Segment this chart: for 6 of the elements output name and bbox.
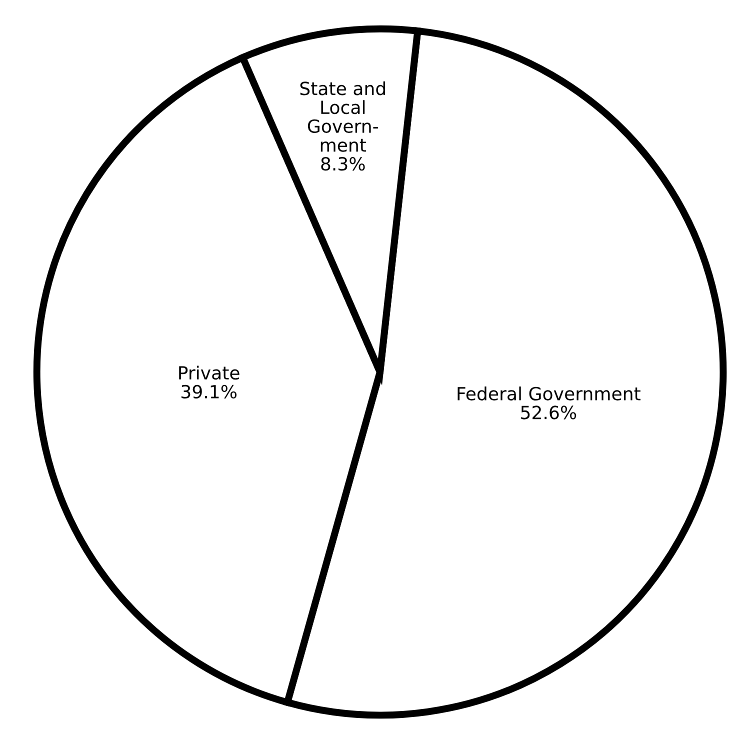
slice-label: Federal Government — [458, 386, 640, 400]
slice-label: State and Local Govern- ment — [300, 81, 385, 152]
slice-label: Private — [179, 366, 240, 380]
data-label: 39.1% — [182, 384, 237, 399]
data-label: 8.3% — [321, 157, 365, 171]
data-label: 52.6% — [521, 406, 576, 420]
